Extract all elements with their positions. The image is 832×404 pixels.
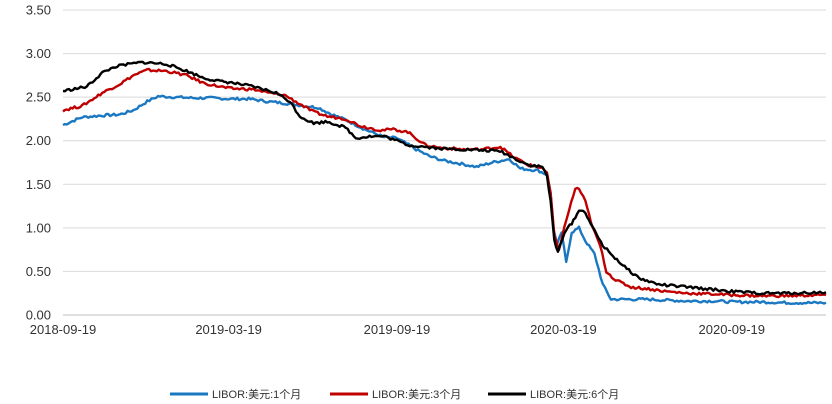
y-tick-label: 1.50: [26, 177, 51, 192]
y-tick-label: 2.50: [26, 90, 51, 105]
y-tick-label: 1.00: [26, 220, 51, 235]
y-tick-label: 0.50: [26, 264, 51, 279]
legend: LIBOR:美元:1个月 LIBOR:美元:3个月 LIBOR:美元:6个月: [170, 388, 619, 401]
series-line-1: [62, 94, 827, 306]
series-line-3: [62, 60, 827, 296]
y-tick-label: 3.00: [26, 46, 51, 61]
x-tick-label: 2019-03-19: [195, 322, 262, 337]
axes: 0.00 0.50 1.00 1.50 2.00 2.50 3.00 3.50 2018-09-…: [26, 3, 826, 337]
x-tick-label: 2019-09-19: [364, 322, 431, 337]
y-tick-label: 2.00: [26, 133, 51, 148]
legend-label-3: LIBOR:美元:6个月: [530, 388, 619, 401]
series-line-2: [62, 67, 827, 299]
y-tick-label: 0.00: [26, 308, 51, 323]
grid-lines: [63, 9, 826, 272]
legend-label-2: LIBOR:美元:3个月: [372, 388, 461, 401]
y-tick-label: 3.50: [26, 3, 51, 18]
x-tick-label: 2020-09-19: [699, 322, 766, 337]
legend-label-1: LIBOR:美元:1个月: [212, 388, 301, 401]
x-tick-label: 2018-09-19: [30, 322, 97, 337]
series-lines: [62, 60, 827, 306]
x-tick-label: 2020-03-19: [530, 322, 597, 337]
